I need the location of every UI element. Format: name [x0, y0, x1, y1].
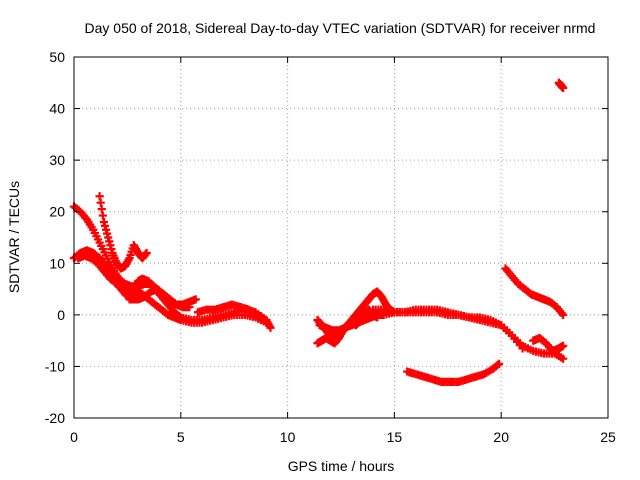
y-tick-label: 50 — [49, 49, 65, 65]
axis-ticks — [73, 56, 609, 419]
y-tick-label: -10 — [45, 358, 65, 374]
data-point — [96, 198, 105, 207]
y-tick-label: 30 — [49, 152, 65, 168]
data-point — [559, 83, 568, 93]
x-tick-label: 25 — [600, 429, 616, 445]
data-point — [191, 295, 200, 304]
y-tick-label: 0 — [57, 307, 65, 323]
x-tick-label: 0 — [70, 429, 78, 445]
y-tick-label: -20 — [45, 410, 65, 426]
data-point — [559, 354, 568, 363]
y-tick-label: 10 — [49, 255, 65, 271]
series-arc-l — [501, 264, 568, 319]
y-tick-label: 40 — [49, 101, 65, 117]
data-point — [98, 211, 107, 220]
chart-title: Day 050 of 2018, Sidereal Day-to-day VTE… — [85, 20, 596, 36]
x-tick-label: 10 — [280, 429, 296, 445]
data-point — [494, 359, 504, 368]
data-point — [97, 205, 106, 214]
plot-frame — [73, 56, 609, 419]
series-arc-n — [554, 78, 568, 93]
data-points — [69, 78, 568, 386]
data-point — [559, 310, 568, 319]
y-axis-title: SDTVAR / TECUs — [6, 181, 22, 293]
data-point — [559, 341, 568, 350]
data-point — [185, 303, 194, 312]
data-point — [142, 248, 151, 258]
x-tick-label: 15 — [387, 429, 403, 445]
x-axis-title: GPS time / hours — [288, 458, 395, 474]
series-arc-j — [368, 305, 568, 363]
grid-lines — [74, 57, 608, 418]
series-arc-f — [193, 300, 275, 332]
data-point — [95, 192, 104, 201]
y-tick-label: 20 — [49, 204, 65, 220]
series-arc-k — [403, 359, 504, 386]
series-arc-m — [529, 333, 568, 356]
x-tick-labels: 0 5 10 15 20 25 — [70, 429, 616, 445]
x-tick-label: 5 — [177, 429, 185, 445]
x-tick-label: 20 — [493, 429, 509, 445]
y-tick-labels: -20 -10 0 10 20 30 40 50 — [45, 49, 65, 426]
data-point — [266, 323, 275, 332]
series-arc-d — [95, 192, 151, 273]
